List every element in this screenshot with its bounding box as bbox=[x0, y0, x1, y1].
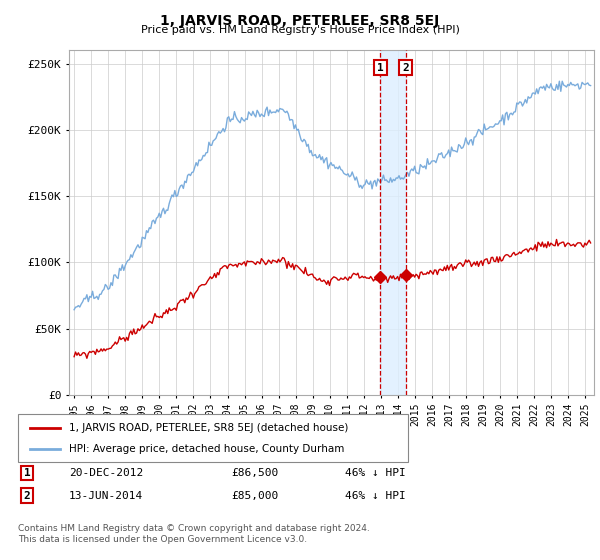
Text: 13-JUN-2014: 13-JUN-2014 bbox=[69, 491, 143, 501]
Text: HPI: Average price, detached house, County Durham: HPI: Average price, detached house, Coun… bbox=[69, 444, 344, 454]
Bar bbox=[380, 50, 406, 395]
Text: £86,500: £86,500 bbox=[231, 468, 278, 478]
Text: 1: 1 bbox=[23, 468, 31, 478]
Text: Price paid vs. HM Land Registry's House Price Index (HPI): Price paid vs. HM Land Registry's House … bbox=[140, 25, 460, 35]
Text: 1: 1 bbox=[377, 63, 384, 73]
Text: 46% ↓ HPI: 46% ↓ HPI bbox=[345, 491, 406, 501]
Text: 46% ↓ HPI: 46% ↓ HPI bbox=[345, 468, 406, 478]
Text: £85,000: £85,000 bbox=[231, 491, 278, 501]
Text: Contains HM Land Registry data © Crown copyright and database right 2024.: Contains HM Land Registry data © Crown c… bbox=[18, 524, 370, 533]
Text: 2: 2 bbox=[402, 63, 409, 73]
Text: This data is licensed under the Open Government Licence v3.0.: This data is licensed under the Open Gov… bbox=[18, 535, 307, 544]
Text: 1, JARVIS ROAD, PETERLEE, SR8 5EJ: 1, JARVIS ROAD, PETERLEE, SR8 5EJ bbox=[160, 14, 440, 28]
Text: 2: 2 bbox=[23, 491, 31, 501]
Text: 20-DEC-2012: 20-DEC-2012 bbox=[69, 468, 143, 478]
Text: 1, JARVIS ROAD, PETERLEE, SR8 5EJ (detached house): 1, JARVIS ROAD, PETERLEE, SR8 5EJ (detac… bbox=[69, 423, 349, 433]
